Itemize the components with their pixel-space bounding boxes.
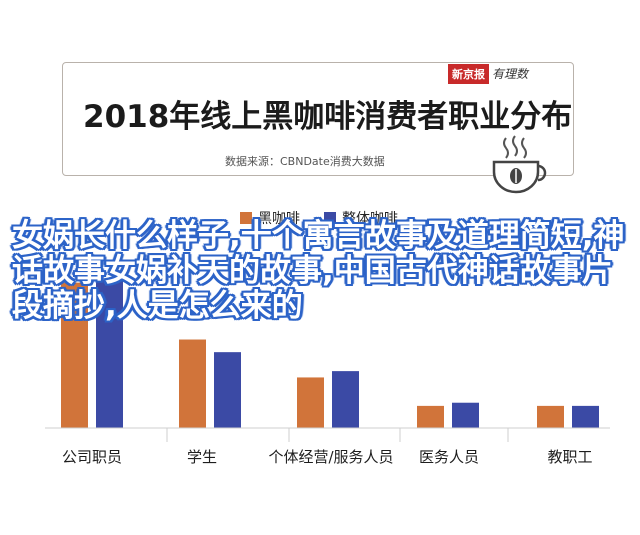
legend-swatch-black-coffee	[240, 212, 252, 224]
legend-label: 整体咖啡	[342, 211, 398, 227]
x-tick-label: 医务人员	[418, 448, 479, 466]
bar-whole-coffee	[332, 371, 359, 428]
bar-whole-coffee	[214, 352, 241, 428]
x-tick-label: 学生	[186, 448, 217, 466]
legend: 黑咖啡 整体咖啡	[240, 208, 398, 228]
bar-black-coffee	[537, 405, 564, 428]
x-tick-label: 公司职员	[61, 448, 122, 466]
bar-black-coffee	[417, 405, 444, 428]
coffee-cup-icon	[492, 135, 547, 194]
bar-black-coffee	[297, 377, 324, 428]
brand-tag: 新京报	[448, 63, 489, 84]
legend-swatch-whole-coffee	[324, 212, 336, 224]
bar-whole-coffee	[96, 279, 123, 428]
x-tick-label: 教职工	[547, 448, 593, 466]
legend-item: 黑咖啡	[240, 208, 300, 228]
brand-logo: 新京报 有理数	[448, 63, 529, 84]
chart-title: 2018年线上黑咖啡消费者职业分布	[83, 99, 573, 135]
x-tick-label: 个体经营/服务人员	[268, 448, 394, 466]
brand-script: 有理数	[492, 67, 529, 81]
bar-black-coffee	[179, 339, 206, 428]
legend-label: 黑咖啡	[258, 211, 300, 227]
bar-black-coffee	[61, 282, 88, 428]
overlay-caption: 女娲长什么样子,十个寓言故事及道理简短,神话故事女娲补天的故事,中国古代神话故事…	[12, 218, 625, 324]
legend-item: 整体咖啡	[324, 208, 398, 228]
data-source: 数据来源：CBNDate消费大数据	[225, 155, 385, 168]
bar-whole-coffee	[572, 405, 599, 428]
bar-whole-coffee	[452, 402, 479, 428]
